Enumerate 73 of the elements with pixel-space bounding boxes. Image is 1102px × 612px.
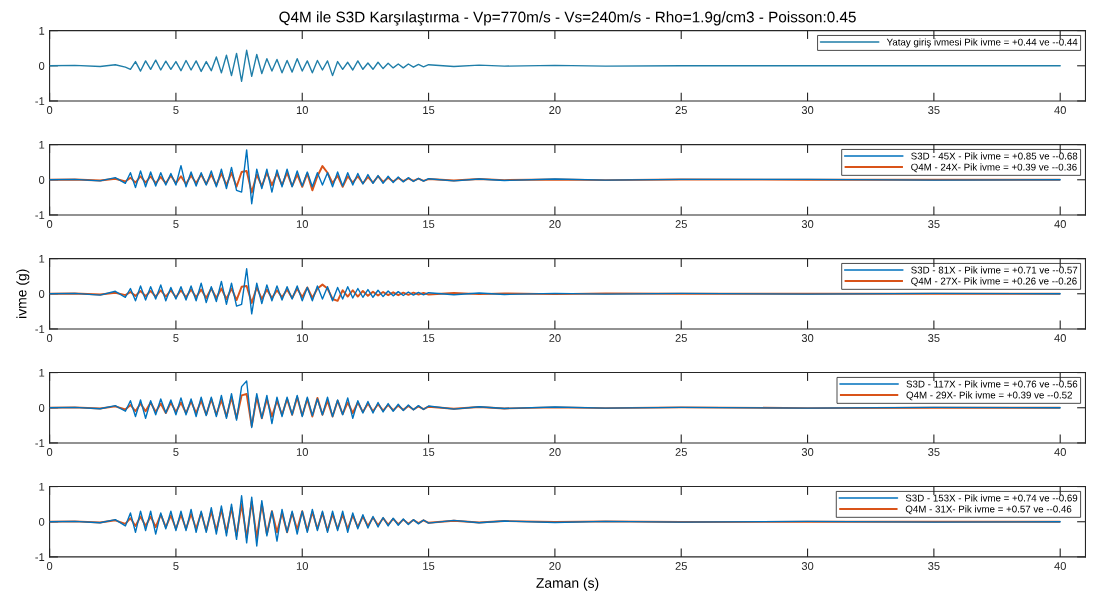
x-axis-title: Zaman (s) (536, 577, 599, 591)
x-tick-label: 5 (173, 334, 179, 342)
x-tick-label: 20 (549, 106, 561, 114)
x-tick-label: 30 (801, 334, 814, 342)
x-tick-label: 25 (675, 106, 687, 114)
x-tick-label: 0 (46, 562, 53, 570)
x-tick-label: 0 (46, 448, 53, 456)
x-tick-label: 10 (296, 334, 308, 342)
x-tick-label: 40 (1054, 562, 1066, 570)
x-tick-label: 0 (46, 106, 53, 114)
x-tick-label: 40 (1054, 220, 1066, 228)
x-tick-label: 40 (1054, 106, 1066, 114)
x-tick-label: 0 (46, 220, 53, 228)
x-tick-label: 30 (801, 220, 814, 228)
x-tick-label: 5 (173, 106, 179, 114)
x-tick-label: 5 (173, 562, 179, 570)
y-tick-label: 1 (39, 254, 45, 263)
x-tick-label: 10 (296, 562, 308, 570)
x-tick-label: 20 (549, 334, 561, 342)
x-tick-label: 25 (675, 448, 687, 456)
series-label: Q4M - 27X- Pik ivme = +0.26 ve --0.26 (911, 277, 1077, 287)
y-tick-label: 1 (39, 140, 45, 149)
y-tick-label: 0 (38, 176, 45, 184)
text: S3D - 117X - Pik ivme = +0.76 ve --0.56 (906, 380, 1078, 388)
x-tick-label: 25 (675, 220, 687, 228)
x-tick-label: 30 (801, 106, 814, 114)
x-tick-label: 30 (801, 448, 814, 456)
series-label: Yatay giriş ivmesi Pik ivme = +0.44 ve --0.44 (886, 38, 1078, 48)
y-tick-label: 1 (39, 26, 45, 35)
x-tick-label: 10 (296, 448, 308, 456)
x-tick-label: 15 (423, 334, 435, 342)
y-tick-label: 1 (39, 482, 45, 491)
x-tick-label: 35 (928, 448, 940, 456)
x-tick-label: 40 (1054, 334, 1066, 342)
text: S3D - 45X - Pik ivme = +0.85 ve --0.68 (911, 152, 1078, 160)
y-tick-label: 0 (38, 518, 45, 526)
y-tick-label: 1 (39, 368, 45, 377)
x-tick-label: 15 (423, 448, 435, 456)
x-tick-label: 20 (549, 562, 561, 570)
y-tick-label: 0 (38, 62, 45, 70)
series-label: Q4M - 29X- Pik ivme = +0.39 ve --0.52 (906, 391, 1072, 401)
y-tick-label: -1 (35, 325, 45, 333)
line-series (49, 49, 1061, 82)
y-tick-label: -1 (35, 211, 45, 219)
x-tick-label: 10 (296, 106, 308, 114)
x-tick-label: 5 (173, 220, 179, 228)
x-tick-label: 35 (928, 106, 940, 114)
x-tick-label: 25 (675, 334, 687, 342)
series-label: Q4M - 24X- Pik ivme = +0.39 ve --0.36 (911, 163, 1077, 173)
series-label: Q4M - 31X- Pik ivme = +0.57 ve --0.46 (905, 505, 1072, 515)
y-tick-label: -1 (35, 97, 45, 105)
x-tick-label: 5 (173, 448, 179, 456)
text: S3D - 81X - Pik ivme = +0.71 ve --0.57 (911, 266, 1078, 274)
x-tick-label: 35 (928, 220, 940, 228)
x-tick-label: 25 (675, 562, 687, 570)
y-axis-title: ivme (g) (16, 269, 30, 318)
y-tick-label: -1 (35, 553, 45, 561)
y-tick-label: 0 (38, 404, 45, 412)
text: S3D - 153X - Pik ivme = +0.74 ve --0.69 (905, 494, 1078, 502)
chart-title: Q4M ile S3D Karşılaştırma - Vp=770m/s - Vs=240m/s - Rho=1.9g/cm3 - Poisson:0.45 (279, 11, 856, 26)
x-tick-label: 15 (423, 106, 435, 114)
x-tick-label: 15 (423, 562, 435, 570)
y-tick-label: -1 (35, 439, 45, 447)
y-tick-label: 0 (38, 290, 45, 298)
x-tick-label: 15 (423, 220, 435, 228)
x-tick-label: 10 (296, 220, 308, 228)
x-tick-label: 30 (801, 562, 814, 570)
x-tick-label: 40 (1054, 448, 1066, 456)
x-tick-label: 20 (549, 448, 561, 456)
x-tick-label: 35 (928, 334, 940, 342)
x-tick-label: 0 (46, 334, 53, 342)
x-tick-label: 20 (549, 220, 561, 228)
x-tick-label: 35 (928, 562, 940, 570)
